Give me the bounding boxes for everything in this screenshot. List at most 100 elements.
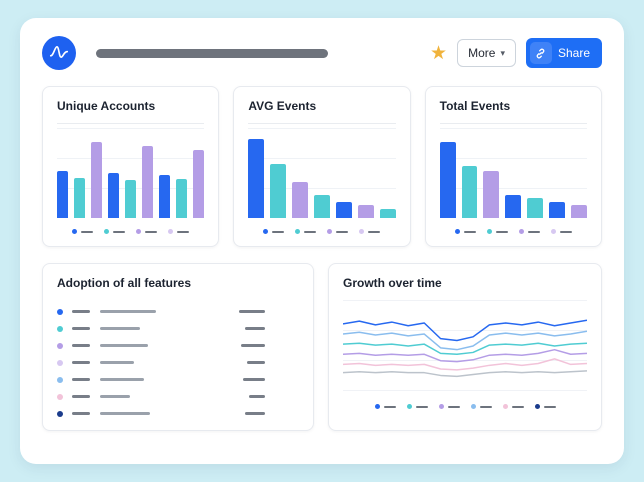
unique-accounts-panel: Unique Accounts: [42, 86, 220, 247]
bar: [549, 201, 566, 218]
adoption-list: [57, 303, 299, 422]
legend-item: [518, 229, 540, 234]
series-blue: [343, 320, 587, 340]
avg-events-panel: AVG Events: [233, 86, 411, 247]
divider: [248, 123, 396, 124]
legend-dot: [486, 229, 492, 234]
legend-label-placeholder: [463, 230, 476, 233]
legend-item: [534, 404, 556, 409]
legend-item: [104, 229, 126, 234]
feature-bar-placeholder: [100, 412, 150, 415]
bottom-chart-row: Adoption of all features Growth over tim…: [20, 247, 624, 431]
feature-label-placeholder: [72, 327, 90, 330]
feature-value-placeholder: [249, 395, 265, 398]
bar: [461, 165, 478, 218]
feature-dot: [57, 325, 63, 332]
adoption-panel: Adoption of all features: [42, 263, 314, 431]
legend-dot: [502, 404, 508, 409]
total-events-panel: Total Events: [424, 86, 602, 247]
series-light-blue: [343, 331, 587, 349]
amplitude-logo[interactable]: [42, 36, 76, 70]
legend-label-placeholder: [559, 230, 572, 233]
bar: [527, 198, 544, 218]
legend-item: [470, 404, 492, 409]
legend-dot: [518, 229, 524, 234]
share-button[interactable]: Share: [525, 38, 602, 68]
feature-label-placeholder: [72, 395, 90, 398]
legend-dot: [470, 404, 476, 409]
wave-logo-icon: [49, 45, 69, 58]
legend-item: [406, 404, 428, 409]
chart-legend: [57, 229, 204, 234]
legend-item: [327, 229, 349, 234]
legend-label-placeholder: [145, 230, 158, 233]
growth-lines-svg: [343, 300, 587, 392]
feature-dot: [57, 359, 63, 366]
feature-bar-placeholder: [100, 310, 156, 313]
legend-label-placeholder: [368, 230, 381, 233]
legend-label-placeholder: [272, 230, 285, 233]
feature-dot: [57, 376, 63, 383]
more-label: More: [468, 46, 496, 60]
bar: [483, 171, 500, 218]
legend-label-placeholder: [81, 230, 94, 233]
total-events-bar-chart: [439, 128, 587, 218]
legend-item: [263, 229, 285, 234]
bar: [91, 141, 103, 218]
panel-title: AVG Events: [248, 99, 317, 113]
bar: [270, 164, 287, 218]
legend-dot: [534, 404, 540, 409]
feature-label-placeholder: [72, 344, 90, 347]
avg-events-bar-chart: [248, 128, 396, 218]
feature-value-placeholder: [245, 412, 265, 415]
adoption-row: [57, 405, 265, 422]
legend-label-placeholder: [447, 405, 460, 408]
bar: [108, 173, 120, 218]
panel-title: Total Events: [439, 99, 511, 113]
legend-label-placeholder: [415, 405, 428, 408]
bar: [159, 174, 171, 218]
legend-dot: [136, 229, 142, 234]
bar: [74, 177, 86, 218]
feature-value-placeholder: [243, 378, 265, 381]
feature-dot: [57, 393, 63, 400]
series-purple: [343, 350, 587, 362]
dashboard-window: ★ More ▾ Share Unique Accounts: [20, 18, 624, 464]
top-chart-row: Unique Accounts AVG Events Total Events: [20, 76, 624, 247]
legend-dot: [406, 404, 412, 409]
bar: [125, 180, 137, 218]
legend-label-placeholder: [304, 230, 317, 233]
growth-panel: Growth over time: [328, 263, 602, 431]
bar: [314, 194, 330, 218]
legend-item: [454, 229, 476, 234]
legend-label-placeholder: [383, 405, 396, 408]
legend-dot: [327, 229, 333, 234]
chevron-down-icon: ▾: [500, 47, 505, 58]
legend-label-placeholder: [336, 230, 349, 233]
bar: [57, 171, 69, 218]
legend-dot: [454, 229, 460, 234]
legend-item: [486, 229, 508, 234]
series-teal: [343, 343, 587, 354]
favorite-star-icon[interactable]: ★: [430, 42, 448, 64]
legend-label-placeholder: [479, 405, 492, 408]
legend-label-placeholder: [495, 230, 508, 233]
feature-label-placeholder: [72, 412, 90, 415]
feature-value-placeholder: [247, 361, 265, 364]
divider: [439, 123, 587, 124]
bar: [439, 141, 456, 218]
bar: [357, 205, 374, 218]
panel-title: Unique Accounts: [57, 99, 156, 113]
legend-item: [374, 404, 396, 409]
bar: [335, 201, 352, 218]
bar: [292, 182, 309, 218]
adoption-row: [57, 354, 265, 371]
legend-item: [295, 229, 317, 234]
adoption-row: [57, 303, 265, 320]
header-actions: ★ More ▾ Share: [430, 38, 602, 68]
legend-item: [72, 229, 94, 234]
legend-label-placeholder: [177, 230, 190, 233]
more-button[interactable]: More ▾: [457, 39, 516, 67]
panel-title: Adoption of all features: [57, 276, 192, 290]
legend-dot: [72, 229, 78, 234]
